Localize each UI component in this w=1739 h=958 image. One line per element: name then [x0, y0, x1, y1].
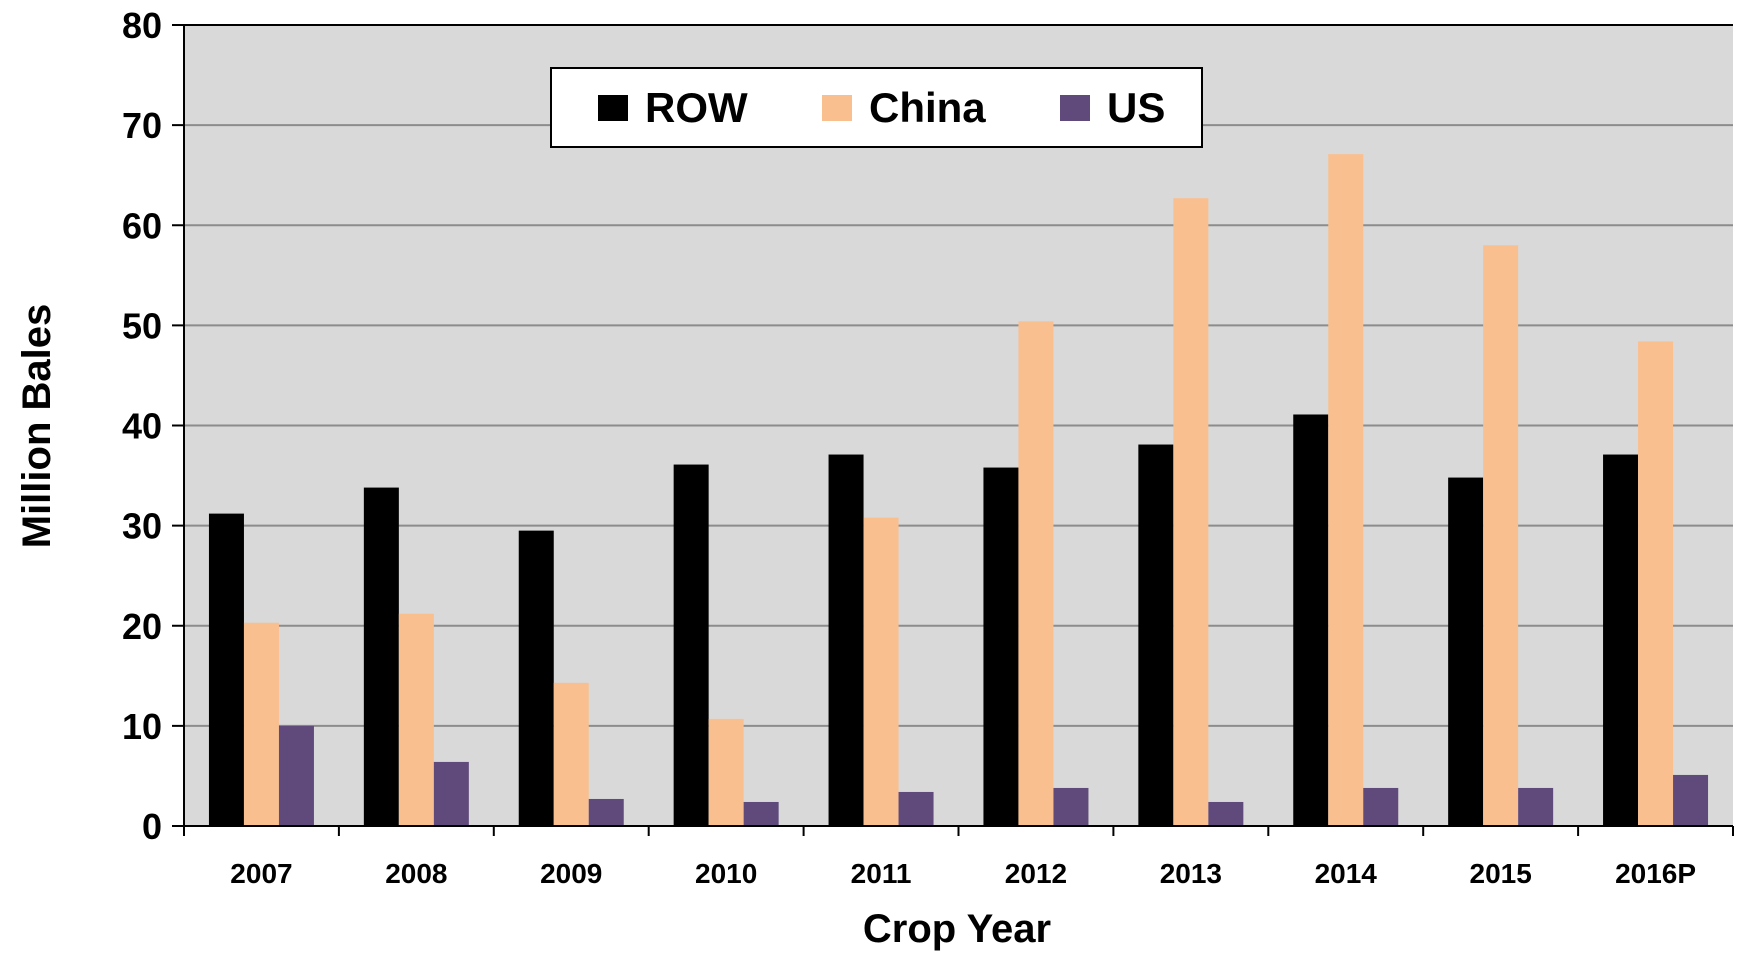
legend: ROW China US [550, 67, 1203, 148]
y-tick-label: 0 [142, 806, 162, 847]
y-tick-labels: 0 10 20 30 40 50 60 70 80 [122, 5, 184, 847]
x-tick-label: 2012 [1005, 858, 1067, 889]
x-tick-label: 2009 [540, 858, 602, 889]
bar-china-2009 [553, 682, 589, 826]
bar-china-2012 [1018, 321, 1054, 826]
bar-china-2013 [1173, 198, 1209, 826]
bar-row-2007 [208, 513, 244, 826]
bar-row-2009 [518, 530, 554, 826]
bar-china-2016p [1638, 341, 1674, 826]
bars [208, 154, 1709, 826]
legend-label-row: ROW [645, 84, 748, 131]
x-tick-label: 2016P [1615, 858, 1696, 889]
x-tick-label: 2011 [851, 858, 912, 889]
bar-china-2011 [863, 517, 899, 826]
bar-china-2015 [1483, 245, 1519, 826]
bar-us-2011 [898, 791, 934, 826]
y-tick-label: 80 [122, 5, 162, 46]
y-axis-title: Million Bales [15, 304, 59, 549]
x-tick-labels: 2007 2008 2009 2010 2011 2012 2013 2014 2015 2016… [183, 826, 1734, 889]
bar-row-2015 [1448, 477, 1484, 826]
bar-us-2013 [1208, 801, 1244, 826]
y-tick-label: 10 [122, 706, 162, 747]
bar-us-2015 [1518, 787, 1554, 826]
legend-swatch-china [822, 95, 852, 121]
bar-china-2007 [243, 622, 279, 826]
y-tick-label: 30 [122, 506, 162, 547]
bar-us-2008 [433, 761, 469, 826]
y-tick-label: 40 [122, 406, 162, 447]
bar-china-2014 [1328, 154, 1364, 826]
legend-swatch-row [598, 95, 628, 121]
bar-us-2007 [278, 725, 314, 826]
bar-row-2014 [1293, 414, 1329, 826]
legend-label-us: US [1107, 84, 1165, 131]
legend-box [550, 67, 1203, 148]
x-tick-label: 2013 [1160, 858, 1222, 889]
x-tick-label: 2007 [230, 858, 292, 889]
bar-row-2016p [1603, 454, 1639, 826]
y-tick-label: 20 [122, 606, 162, 647]
bar-row-2012 [983, 467, 1019, 826]
bar-china-2008 [398, 613, 434, 826]
x-tick-label: 2010 [695, 858, 757, 889]
bar-china-2010 [708, 718, 744, 826]
x-axis-title: Crop Year [863, 907, 1051, 951]
bar-us-2012 [1053, 787, 1089, 826]
y-tick-label: 60 [122, 205, 162, 246]
x-tick-label: 2014 [1315, 858, 1378, 889]
bar-row-2011 [828, 454, 864, 826]
y-tick-label: 50 [122, 305, 162, 346]
bar-us-2014 [1363, 787, 1399, 826]
legend-label-china: China [869, 84, 986, 131]
x-tick-label: 2015 [1470, 858, 1532, 889]
y-tick-label: 70 [122, 105, 162, 146]
bar-row-2013 [1138, 444, 1174, 826]
x-tick-label: 2008 [385, 858, 447, 889]
bar-us-2009 [588, 798, 624, 826]
bar-row-2008 [363, 487, 399, 826]
bar-row-2010 [673, 464, 709, 826]
bar-us-2016p [1673, 774, 1709, 826]
bar-us-2010 [743, 801, 779, 826]
legend-swatch-us [1060, 95, 1090, 121]
